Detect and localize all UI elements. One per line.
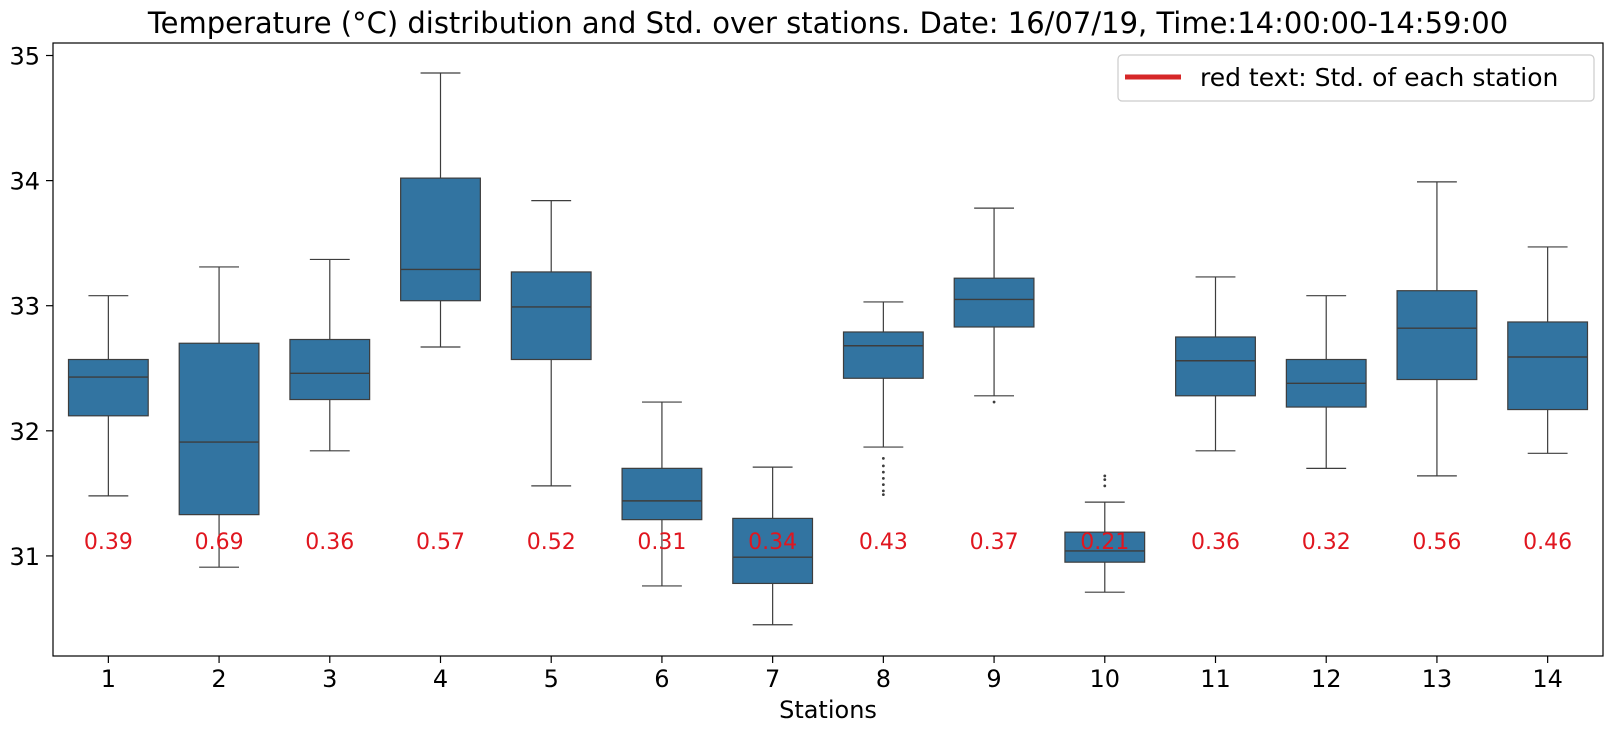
x-tick-label: 13 — [1422, 665, 1453, 693]
iqr-box — [510, 271, 592, 361]
box-station-2 — [178, 266, 260, 568]
y-tick-label: 32 — [9, 418, 40, 446]
legend-frame — [1117, 54, 1595, 102]
x-tick-label: 12 — [1311, 665, 1342, 693]
x-tick-label: 3 — [322, 665, 337, 693]
x-tick-label: 5 — [544, 665, 559, 693]
std-label-series: 0.39 0.69 0.36 0.57 0.52 0.31 0.34 0.43 0.37 0.21… — [84, 530, 1572, 555]
x-tick-label: 11 — [1200, 665, 1231, 693]
outlier-point — [1103, 484, 1107, 488]
box-station-14 — [1507, 246, 1589, 454]
iqr-box — [400, 177, 481, 302]
x-tick-label: 4 — [433, 665, 448, 693]
chart-title: Temperature (°C) distribution and Std. o… — [147, 6, 1508, 40]
x-tick-label: 8 — [876, 665, 891, 693]
box-station-3 — [289, 258, 371, 452]
box-station-9 — [953, 207, 1035, 404]
std-label: 0.36 — [305, 530, 354, 555]
x-tick-label: 10 — [1090, 665, 1121, 693]
iqr-box — [178, 342, 260, 516]
box-station-12 — [1285, 295, 1367, 469]
iqr-box — [1507, 321, 1589, 411]
legend: red text: Std. of each station — [1117, 54, 1595, 102]
iqr-box — [842, 331, 924, 379]
std-label: 0.34 — [748, 530, 797, 555]
std-label: 0.56 — [1412, 530, 1461, 555]
x-tick-label: 14 — [1532, 665, 1563, 693]
x-tick-label: 9 — [986, 665, 1001, 693]
box-station-1 — [67, 295, 149, 497]
iqr-box — [1396, 290, 1478, 381]
std-label: 0.37 — [970, 530, 1019, 555]
y-tick-label: 34 — [9, 168, 40, 196]
outlier-point — [881, 464, 885, 468]
iqr-box — [621, 467, 703, 521]
x-tick-label: 2 — [211, 665, 226, 693]
std-label: 0.39 — [84, 530, 133, 555]
iqr-box — [1064, 531, 1146, 563]
std-label: 0.46 — [1523, 530, 1572, 555]
x-axis: 1 2 3 4 5 6 7 8 9 10 11 12 13 14 — [101, 656, 1563, 693]
box-station-11 — [1175, 276, 1256, 452]
y-axis: 31 32 33 34 35 — [9, 43, 53, 571]
y-tick-label: 35 — [9, 43, 40, 71]
outlier-point — [992, 400, 996, 404]
box-station-8 — [842, 301, 924, 497]
std-label: 0.31 — [637, 530, 686, 555]
box-station-7 — [732, 466, 814, 626]
x-tick-label: 6 — [654, 665, 669, 693]
outlier-point — [881, 493, 885, 497]
std-label: 0.21 — [1080, 530, 1129, 555]
box-station-10 — [1064, 474, 1146, 593]
outlier-point — [1103, 474, 1107, 478]
std-label: 0.69 — [195, 530, 244, 555]
box-station-4 — [400, 72, 481, 348]
iqr-box — [289, 338, 371, 401]
box-station-13 — [1396, 181, 1478, 477]
outlier-point — [881, 456, 885, 460]
std-label: 0.43 — [859, 530, 908, 555]
legend-entry-label: red text: Std. of each station — [1200, 63, 1558, 92]
iqr-box — [1175, 336, 1256, 397]
std-label: 0.52 — [527, 530, 576, 555]
outlier-point — [881, 489, 885, 493]
std-label: 0.32 — [1302, 530, 1351, 555]
x-axis-label: Stations — [779, 696, 877, 724]
plot-frame — [52, 42, 1604, 657]
box-station-5 — [510, 200, 592, 487]
x-tick-label: 1 — [101, 665, 116, 693]
outlier-point — [1103, 478, 1107, 482]
iqr-box — [953, 277, 1035, 328]
iqr-box — [732, 517, 814, 585]
outlier-point — [881, 470, 885, 474]
outlier-point — [881, 476, 885, 480]
box-series — [67, 72, 1589, 626]
iqr-box — [67, 358, 149, 417]
y-tick-label: 31 — [9, 543, 40, 571]
y-tick-label: 33 — [9, 293, 40, 321]
x-tick-label: 7 — [765, 665, 780, 693]
std-label: 0.36 — [1191, 530, 1240, 555]
outlier-point — [881, 483, 885, 487]
std-label: 0.57 — [416, 530, 465, 555]
box-station-6 — [621, 401, 703, 587]
